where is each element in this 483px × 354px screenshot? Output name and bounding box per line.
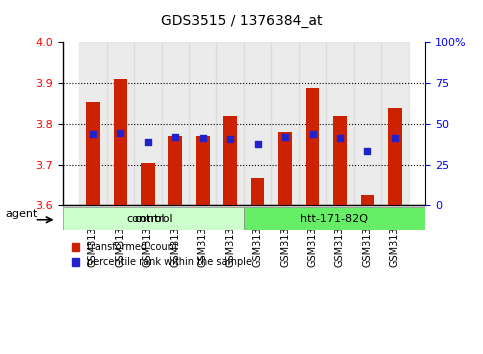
Bar — [189, 42, 216, 205]
Point — [391, 135, 399, 141]
Bar — [306, 88, 319, 205]
Bar — [134, 42, 162, 205]
Bar — [299, 42, 326, 205]
Bar — [326, 42, 354, 205]
Point — [89, 131, 97, 137]
Text: htt-171-82Q: htt-171-82Q — [300, 213, 369, 224]
Bar — [79, 42, 107, 205]
Bar — [216, 42, 244, 205]
Text: GDS3515 / 1376384_at: GDS3515 / 1376384_at — [161, 14, 322, 28]
Bar — [244, 42, 271, 205]
Bar — [244, 207, 425, 230]
Text: agent: agent — [5, 209, 37, 218]
Bar — [63, 207, 244, 230]
Point — [336, 135, 344, 141]
Point — [227, 137, 234, 142]
Bar — [251, 178, 265, 205]
Bar — [333, 116, 347, 205]
Point — [116, 130, 124, 136]
Bar — [381, 42, 409, 205]
Bar — [354, 42, 381, 205]
Bar — [169, 136, 182, 205]
Bar — [162, 42, 189, 205]
Legend: transformed count, percentile rank within the sample: transformed count, percentile rank withi… — [68, 239, 256, 271]
Point — [199, 135, 207, 141]
Bar — [223, 116, 237, 205]
Bar — [114, 79, 128, 205]
Text: control: control — [127, 213, 165, 224]
Bar — [271, 42, 299, 205]
Bar — [196, 136, 210, 205]
Point — [254, 142, 261, 147]
Point — [364, 148, 371, 154]
Bar — [86, 102, 100, 205]
Bar — [388, 108, 402, 205]
Text: control: control — [134, 213, 172, 224]
Point — [171, 135, 179, 140]
Bar — [107, 42, 134, 205]
Bar — [360, 195, 374, 205]
Point — [144, 139, 152, 145]
Point — [281, 134, 289, 140]
Point — [309, 131, 316, 137]
Bar — [278, 132, 292, 205]
Bar — [141, 162, 155, 205]
